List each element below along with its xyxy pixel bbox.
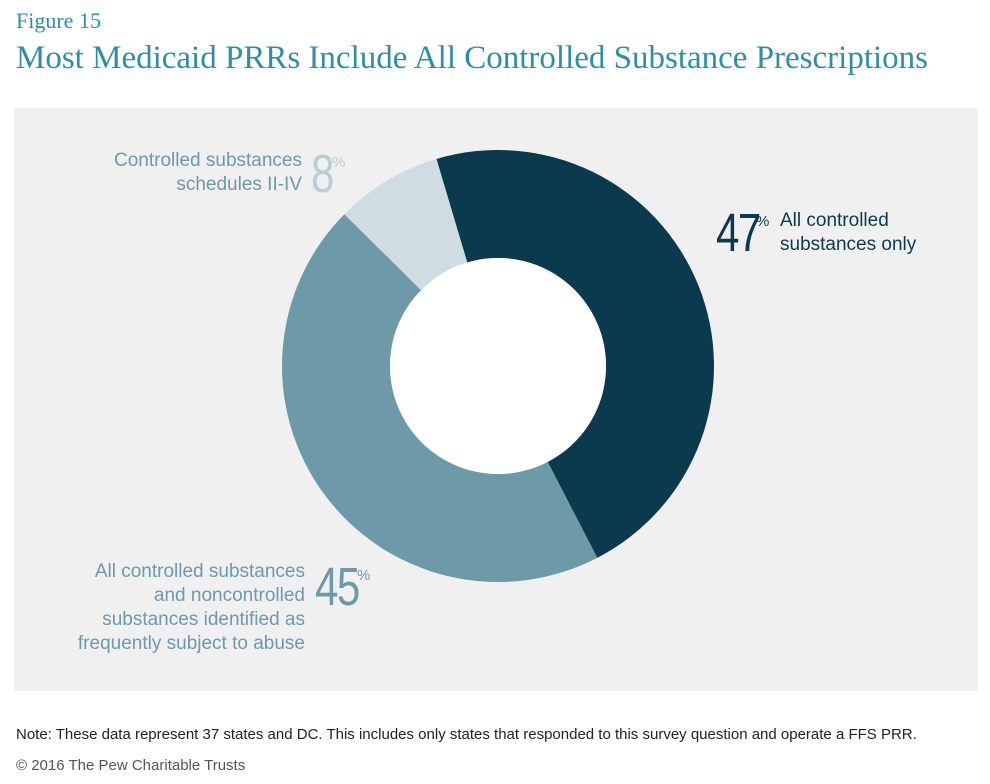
donut-hole: [390, 258, 606, 474]
slice-b-label-line: frequently subject to abuse: [77, 633, 305, 654]
slice-b-percent-sign: %: [357, 567, 371, 584]
slice-b-label-line: All controlled substances: [94, 561, 305, 582]
chart-panel: 47 % All controlled substances only Cont…: [14, 108, 978, 691]
slice-a-label-line: All controlled: [780, 210, 889, 231]
slice-a-percent: 47: [716, 203, 761, 263]
slice-c-label-line: Controlled substances: [114, 150, 302, 171]
slice-b-label-line: and noncontrolled: [153, 585, 305, 606]
slice-b-percent: 45: [315, 557, 360, 617]
figure-label: Figure 15: [16, 8, 101, 33]
slice-b-label-line: substances identified as: [102, 609, 305, 630]
slice-c-percent: 8: [311, 144, 334, 204]
slice-a-label-line: substances only: [780, 234, 917, 255]
slice-c-label-line: schedules II-IV: [176, 174, 302, 195]
donut-chart: [282, 150, 714, 582]
slice-c-percent-sign: %: [332, 154, 346, 171]
slice-a-percent-sign: %: [756, 213, 770, 230]
slice-a-label: All controlled substances only: [780, 209, 916, 257]
chart-title: Most Medicaid PRRs Include All Controlle…: [16, 40, 929, 76]
copyright: © 2016 The Pew Charitable Trusts: [16, 757, 246, 774]
slice-controlled-and-noncontrolled: [282, 214, 598, 582]
slice-b-label: All controlled substances and noncontrol…: [34, 560, 305, 656]
slice-c-label: Controlled substances schedules II-IV: [74, 149, 302, 197]
slice-all-controlled: [436, 150, 714, 558]
chart-note: Note: These data represent 37 states and…: [16, 726, 917, 743]
slice-schedules-ii-iv: [344, 158, 468, 291]
